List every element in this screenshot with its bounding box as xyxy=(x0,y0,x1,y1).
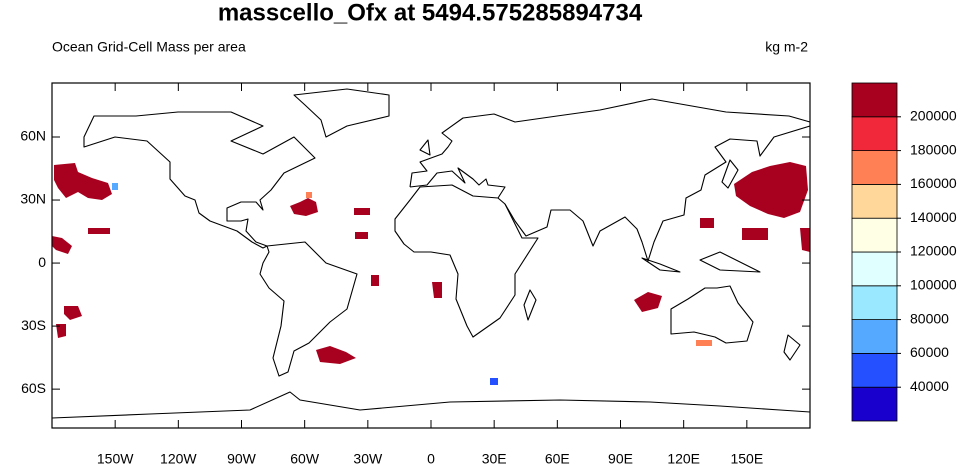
field-patch xyxy=(316,346,356,364)
units: kg m-2 xyxy=(765,39,808,55)
field-patch xyxy=(800,228,810,252)
map-frame xyxy=(51,82,811,429)
coastline xyxy=(409,98,811,262)
colorbar-label: 40000 xyxy=(910,378,949,394)
x-tick-label: 60W xyxy=(290,451,320,466)
field-patch xyxy=(290,198,318,216)
field-patch xyxy=(490,378,498,385)
field-patch xyxy=(64,306,82,320)
field-patch xyxy=(700,218,714,228)
field-patch xyxy=(355,232,368,239)
x-tick-label: 120E xyxy=(667,451,700,466)
field-patch xyxy=(56,324,66,338)
y-tick-label: 30S xyxy=(21,317,46,333)
title: masscello_Ofx at 5494.575285894734 xyxy=(218,0,643,26)
coastline xyxy=(293,88,390,138)
colorbar-label: 60000 xyxy=(910,344,949,360)
data-field xyxy=(52,162,810,385)
colorbar-box xyxy=(851,352,898,388)
x-tick-label: 30W xyxy=(353,451,383,466)
x-tick-label: 120W xyxy=(160,451,197,466)
field-patch xyxy=(371,275,379,286)
colorbar-box xyxy=(851,183,898,219)
colorbar-box xyxy=(851,150,898,185)
colorbar-box xyxy=(851,82,898,118)
field-patch xyxy=(696,340,712,346)
coastline xyxy=(83,111,316,249)
field-patch xyxy=(52,236,72,254)
coastlines xyxy=(51,88,811,419)
colorbar-label: 100000 xyxy=(910,277,957,293)
field-patch xyxy=(54,163,112,200)
colorbar-box xyxy=(851,251,898,287)
colorbar-box xyxy=(851,285,898,320)
colorbar-box xyxy=(851,386,898,422)
colorbar-box xyxy=(851,217,898,253)
colorbar-label: 200000 xyxy=(910,108,957,124)
x-tick-label: 0 xyxy=(427,451,435,466)
x-tick-label: 90W xyxy=(227,451,257,466)
field-patch xyxy=(742,228,768,240)
x-tick-label: 90E xyxy=(608,451,633,466)
x-tick-label: 30E xyxy=(482,451,507,466)
colorbar-label: 180000 xyxy=(910,141,957,157)
x-tick-label: 60E xyxy=(545,451,570,466)
field-patch xyxy=(112,183,118,190)
coastline xyxy=(670,285,754,344)
colorbar-label: 140000 xyxy=(910,209,957,225)
y-tick-label: 60S xyxy=(21,380,46,396)
colorbar-label: 80000 xyxy=(910,310,949,326)
colorbar-label: 120000 xyxy=(910,243,957,259)
coastline xyxy=(259,241,358,377)
coastline xyxy=(419,139,801,361)
field-patch xyxy=(88,228,110,234)
x-tick-label: 150E xyxy=(730,451,763,466)
colorbar-label: 160000 xyxy=(910,175,957,191)
subtitle: Ocean Grid-Cell Mass per area xyxy=(52,39,246,55)
field-patch xyxy=(354,208,370,215)
field-patch xyxy=(432,282,442,298)
coastline xyxy=(51,391,811,419)
field-patch xyxy=(734,162,808,218)
y-tick-label: 30N xyxy=(20,191,46,207)
x-tick-label: 150W xyxy=(97,451,134,466)
field-patch xyxy=(634,292,662,312)
y-tick-label: 0 xyxy=(38,254,46,270)
coastline xyxy=(394,184,539,338)
colorbar-box xyxy=(851,116,898,152)
colorbar-box xyxy=(851,319,898,354)
field-patch xyxy=(306,192,312,198)
y-tick-label: 60N xyxy=(20,128,46,144)
